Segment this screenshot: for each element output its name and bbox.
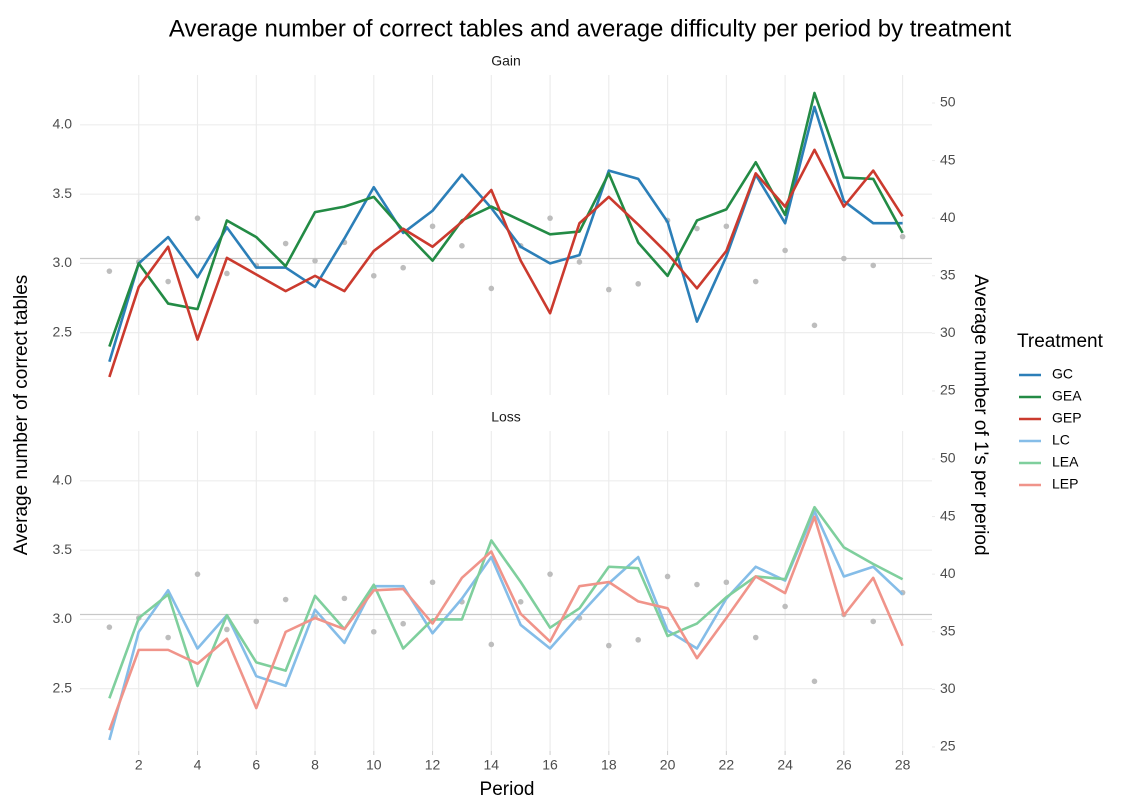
difficulty-point <box>459 243 465 249</box>
x-tick-label: 4 <box>194 757 202 773</box>
difficulty-point <box>811 322 818 329</box>
difficulty-point <box>870 618 877 625</box>
legend-label: GC <box>1052 366 1073 382</box>
difficulty-point <box>899 233 906 240</box>
difficulty-point <box>282 596 289 603</box>
difficulty-point <box>752 278 759 285</box>
difficulty-point <box>606 642 612 649</box>
series-line <box>108 148 904 378</box>
y2-tick-label: 35 <box>940 266 956 282</box>
facet-label: Gain <box>491 53 521 69</box>
x-tick-label: 18 <box>601 757 617 773</box>
difficulty-point <box>341 595 348 602</box>
legend-label: LEP <box>1052 476 1078 492</box>
y2-tick-label: 40 <box>940 209 956 225</box>
difficulty-point <box>165 278 171 285</box>
difficulty-point <box>606 286 612 293</box>
panel <box>80 75 932 395</box>
difficulty-point <box>488 285 495 292</box>
difficulty-point <box>224 626 230 633</box>
difficulty-point <box>106 268 113 274</box>
difficulty-point <box>194 215 201 221</box>
series-line <box>108 510 904 741</box>
x-tick-label: 26 <box>836 757 852 773</box>
difficulty-point <box>165 634 171 641</box>
y2-tick-label: 30 <box>940 324 956 340</box>
y2-tick-label: 40 <box>940 565 956 581</box>
y-tick-label: 4.0 <box>53 116 73 132</box>
series-line <box>108 515 904 731</box>
x-tick-label: 2 <box>135 757 143 773</box>
y-tick-label: 2.5 <box>53 679 73 695</box>
y2-tick-label: 25 <box>940 382 956 398</box>
legend-label: GEP <box>1052 410 1082 426</box>
x-tick-label: 14 <box>484 757 500 773</box>
difficulty-point <box>782 603 788 610</box>
x-tick-label: 12 <box>425 757 441 773</box>
x-tick-label: 8 <box>311 757 319 773</box>
difficulty-point <box>635 281 642 287</box>
difficulty-point <box>547 215 553 221</box>
difficulty-point <box>694 225 700 232</box>
x-tick-label: 6 <box>252 757 260 773</box>
legend-label: LC <box>1052 432 1070 448</box>
difficulty-point <box>782 247 788 254</box>
x-tick-label: 28 <box>895 757 911 773</box>
difficulty-point <box>811 678 818 685</box>
x-tick-label: 16 <box>542 757 558 773</box>
difficulty-point <box>194 571 201 577</box>
difficulty-point <box>253 618 260 625</box>
difficulty-point <box>517 599 524 605</box>
y2-tick-label: 35 <box>940 622 956 638</box>
difficulty-point <box>429 579 436 586</box>
y-tick-label: 3.5 <box>53 185 73 201</box>
difficulty-point <box>576 259 583 265</box>
y2-tick-label: 30 <box>940 680 956 696</box>
difficulty-point <box>664 573 671 580</box>
x-axis-label: Period <box>480 779 535 800</box>
difficulty-point <box>224 270 230 277</box>
y-tick-label: 4.0 <box>53 472 73 488</box>
difficulty-point <box>488 641 495 648</box>
legend-title: Treatment <box>1017 331 1104 352</box>
y2-axis-label: Average number of 1's per period <box>970 274 991 555</box>
series-line <box>108 505 904 699</box>
x-tick-label: 10 <box>366 757 382 773</box>
legend-label: LEA <box>1052 454 1079 470</box>
difficulty-point <box>635 637 642 643</box>
facet-label: Loss <box>491 409 521 425</box>
difficulty-point <box>282 240 289 247</box>
y-tick-label: 3.5 <box>53 541 73 557</box>
difficulty-point <box>723 579 730 586</box>
y2-tick-label: 50 <box>940 94 956 110</box>
difficulty-point <box>547 571 553 577</box>
y2-tick-label: 25 <box>940 738 956 754</box>
y-tick-label: 3.0 <box>53 610 73 626</box>
x-tick-label: 22 <box>719 757 735 773</box>
difficulty-point <box>694 581 700 588</box>
series-line <box>108 105 903 363</box>
legend-label: GEA <box>1052 388 1082 404</box>
y2-tick-label: 45 <box>940 507 956 523</box>
y-axis-label: Average number of correct tables <box>11 275 32 556</box>
difficulty-point <box>400 620 406 627</box>
difficulty-point <box>400 264 406 271</box>
y2-tick-label: 45 <box>940 151 956 167</box>
difficulty-point <box>429 223 436 230</box>
x-tick-label: 20 <box>660 757 676 773</box>
x-tick-label: 24 <box>777 757 793 773</box>
difficulty-point <box>370 272 377 279</box>
y2-tick-label: 50 <box>940 450 956 466</box>
difficulty-point <box>723 223 730 230</box>
difficulty-point <box>106 624 113 630</box>
difficulty-point <box>841 255 847 262</box>
chart-title: Average number of correct tables and ave… <box>169 15 1012 42</box>
difficulty-point <box>870 262 877 269</box>
difficulty-point <box>752 634 759 641</box>
y-tick-label: 3.0 <box>53 254 73 270</box>
y-tick-label: 2.5 <box>53 323 73 339</box>
difficulty-point <box>312 258 318 264</box>
difficulty-point <box>370 628 377 635</box>
